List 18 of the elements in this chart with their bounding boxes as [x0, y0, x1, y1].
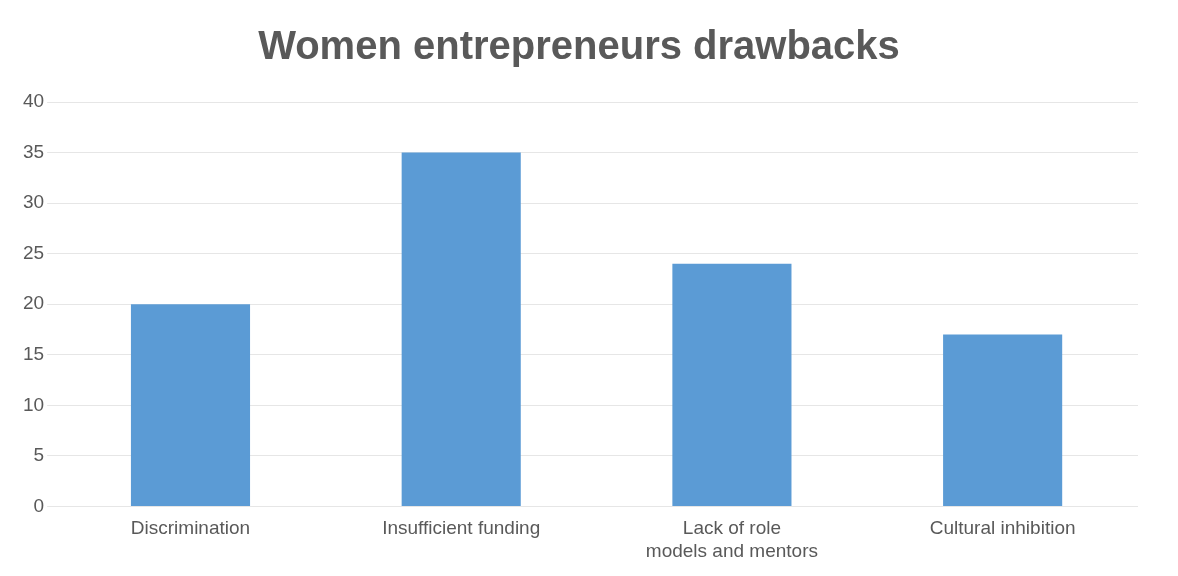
y-tick-label: 30 [22, 191, 45, 213]
y-tick-label: 10 [22, 393, 45, 415]
y-tick-label: 20 [22, 292, 45, 314]
bar [130, 304, 251, 506]
x-tick-label: Cultural inhibition [929, 517, 1076, 539]
y-tick-label: 35 [22, 140, 45, 162]
y-tick-label: 0 [33, 494, 45, 516]
y-tick-label: 15 [22, 342, 45, 364]
bar [401, 152, 521, 506]
y-tick-label: 5 [33, 444, 45, 466]
bar [943, 334, 1063, 506]
y-tick-label: 25 [22, 241, 45, 263]
bar [672, 263, 792, 506]
chart-title: Women entrepreneurs drawbacks [258, 23, 900, 68]
x-tick-label: Insufficient funding [382, 517, 541, 539]
x-tick-label: Discrimination [130, 517, 251, 539]
y-tick-label: 40 [22, 90, 45, 112]
x-tick-label: Lack of role models and mentors [645, 517, 818, 561]
